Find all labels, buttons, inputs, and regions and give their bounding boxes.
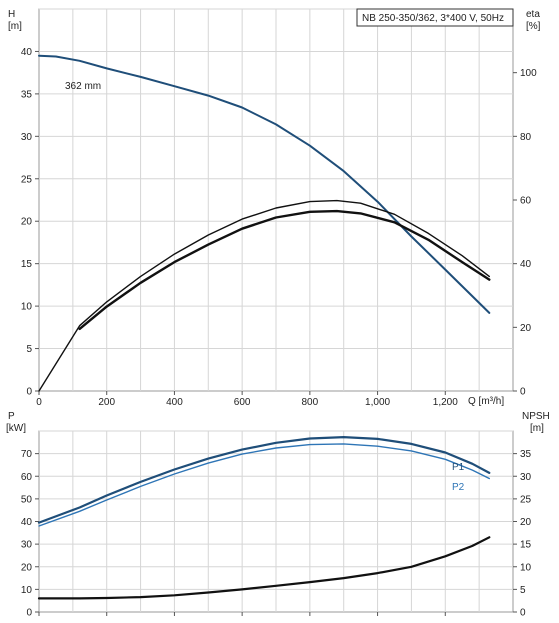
efficiency-curve-upper — [38, 199, 490, 392]
npsh-tick-label: 30 — [520, 472, 532, 483]
power-tick-label: 50 — [21, 494, 33, 505]
p2-curve-label: P2 — [452, 482, 465, 493]
eta-tick-label: 60 — [520, 196, 532, 207]
npsh-tick-label: 35 — [520, 449, 532, 460]
npsh-tick-label: 10 — [520, 562, 532, 573]
eta-tick-label: 40 — [520, 259, 532, 270]
npsh-axis-name: NPSH — [522, 411, 550, 422]
head-tick-label: 10 — [21, 302, 33, 313]
npsh-axis-unit: [m] — [530, 423, 544, 434]
head-tick-label: 0 — [26, 387, 32, 398]
head-tick-label: 35 — [21, 89, 33, 100]
eta-tick-label: 80 — [520, 132, 532, 143]
head-tick-label: 20 — [21, 217, 33, 228]
power-npsh-panel: P [kW] NPSH [m] 0 10 20 30 40 50 60 70 0 5 10 15 20 2… — [6, 411, 550, 619]
power-npsh-grid — [39, 430, 513, 612]
x-tick-label: 800 — [302, 397, 319, 408]
title-box — [356, 8, 514, 27]
p1-curve-label: P1 — [452, 462, 465, 473]
head-axis-unit: [m] — [8, 21, 22, 32]
power-npsh-ticks: 0 10 20 30 40 50 60 70 0 5 10 15 20 25 30 35 — [21, 449, 532, 618]
head-axis-name: H — [8, 9, 15, 20]
head-efficiency-panel: NB 250-350/362, 3*400 V, 50Hz H [m] eta … — [8, 8, 541, 408]
npsh-tick-label: 20 — [520, 517, 532, 528]
eta-tick-label: 100 — [520, 68, 537, 79]
eta-tick-label: 20 — [520, 323, 532, 334]
power-npsh-series — [37, 436, 491, 600]
npsh-tick-label: 15 — [520, 540, 532, 551]
npsh-tick-label: 0 — [520, 608, 526, 619]
power-tick-label: 30 — [21, 540, 33, 551]
eta-axis-unit: [%] — [526, 21, 541, 32]
power-tick-label: 60 — [21, 472, 33, 483]
x-tick-label: 200 — [98, 397, 115, 408]
head-tick-label: 30 — [21, 132, 33, 143]
power-tick-label: 40 — [21, 517, 33, 528]
efficiency-curve-lower — [78, 209, 491, 331]
npsh-tick-label: 5 — [520, 585, 526, 596]
head-tick-label: 5 — [26, 344, 32, 355]
head-tick-label: 40 — [21, 47, 33, 58]
x-tick-label: 1,000 — [365, 397, 390, 408]
power-tick-label: 0 — [26, 608, 32, 619]
x-tick-label: 1,200 — [433, 397, 458, 408]
head-tick-label: 15 — [21, 259, 33, 270]
flow-axis-title: Q [m³/h] — [468, 396, 504, 407]
eta-tick-label: 0 — [520, 387, 526, 398]
head-efficiency-grid — [39, 8, 513, 391]
p1-power-curve — [37, 436, 491, 524]
npsh-tick-label: 25 — [520, 494, 532, 505]
p2-power-curve — [38, 443, 490, 527]
head-efficiency-series — [38, 54, 491, 392]
head-tick-label: 25 — [21, 174, 33, 185]
impeller-diameter-label: 362 mm — [65, 81, 101, 92]
power-tick-label: 10 — [21, 585, 33, 596]
x-tick-label: 400 — [166, 397, 183, 408]
chart-title: NB 250-350/362, 3*400 V, 50Hz — [362, 13, 504, 24]
power-axis-unit: [kW] — [6, 423, 26, 434]
power-axis-name: P — [8, 411, 15, 422]
head-efficiency-ticks: 0 200 400 600 800 1,000 1,20005101520253035400… — [21, 47, 537, 408]
x-tick-label: 0 — [36, 397, 42, 408]
x-tick-label: 600 — [234, 397, 251, 408]
npsh-curve — [37, 536, 491, 600]
power-tick-label: 20 — [21, 562, 33, 573]
power-tick-label: 70 — [21, 449, 33, 460]
eta-axis-name: eta — [526, 9, 540, 20]
